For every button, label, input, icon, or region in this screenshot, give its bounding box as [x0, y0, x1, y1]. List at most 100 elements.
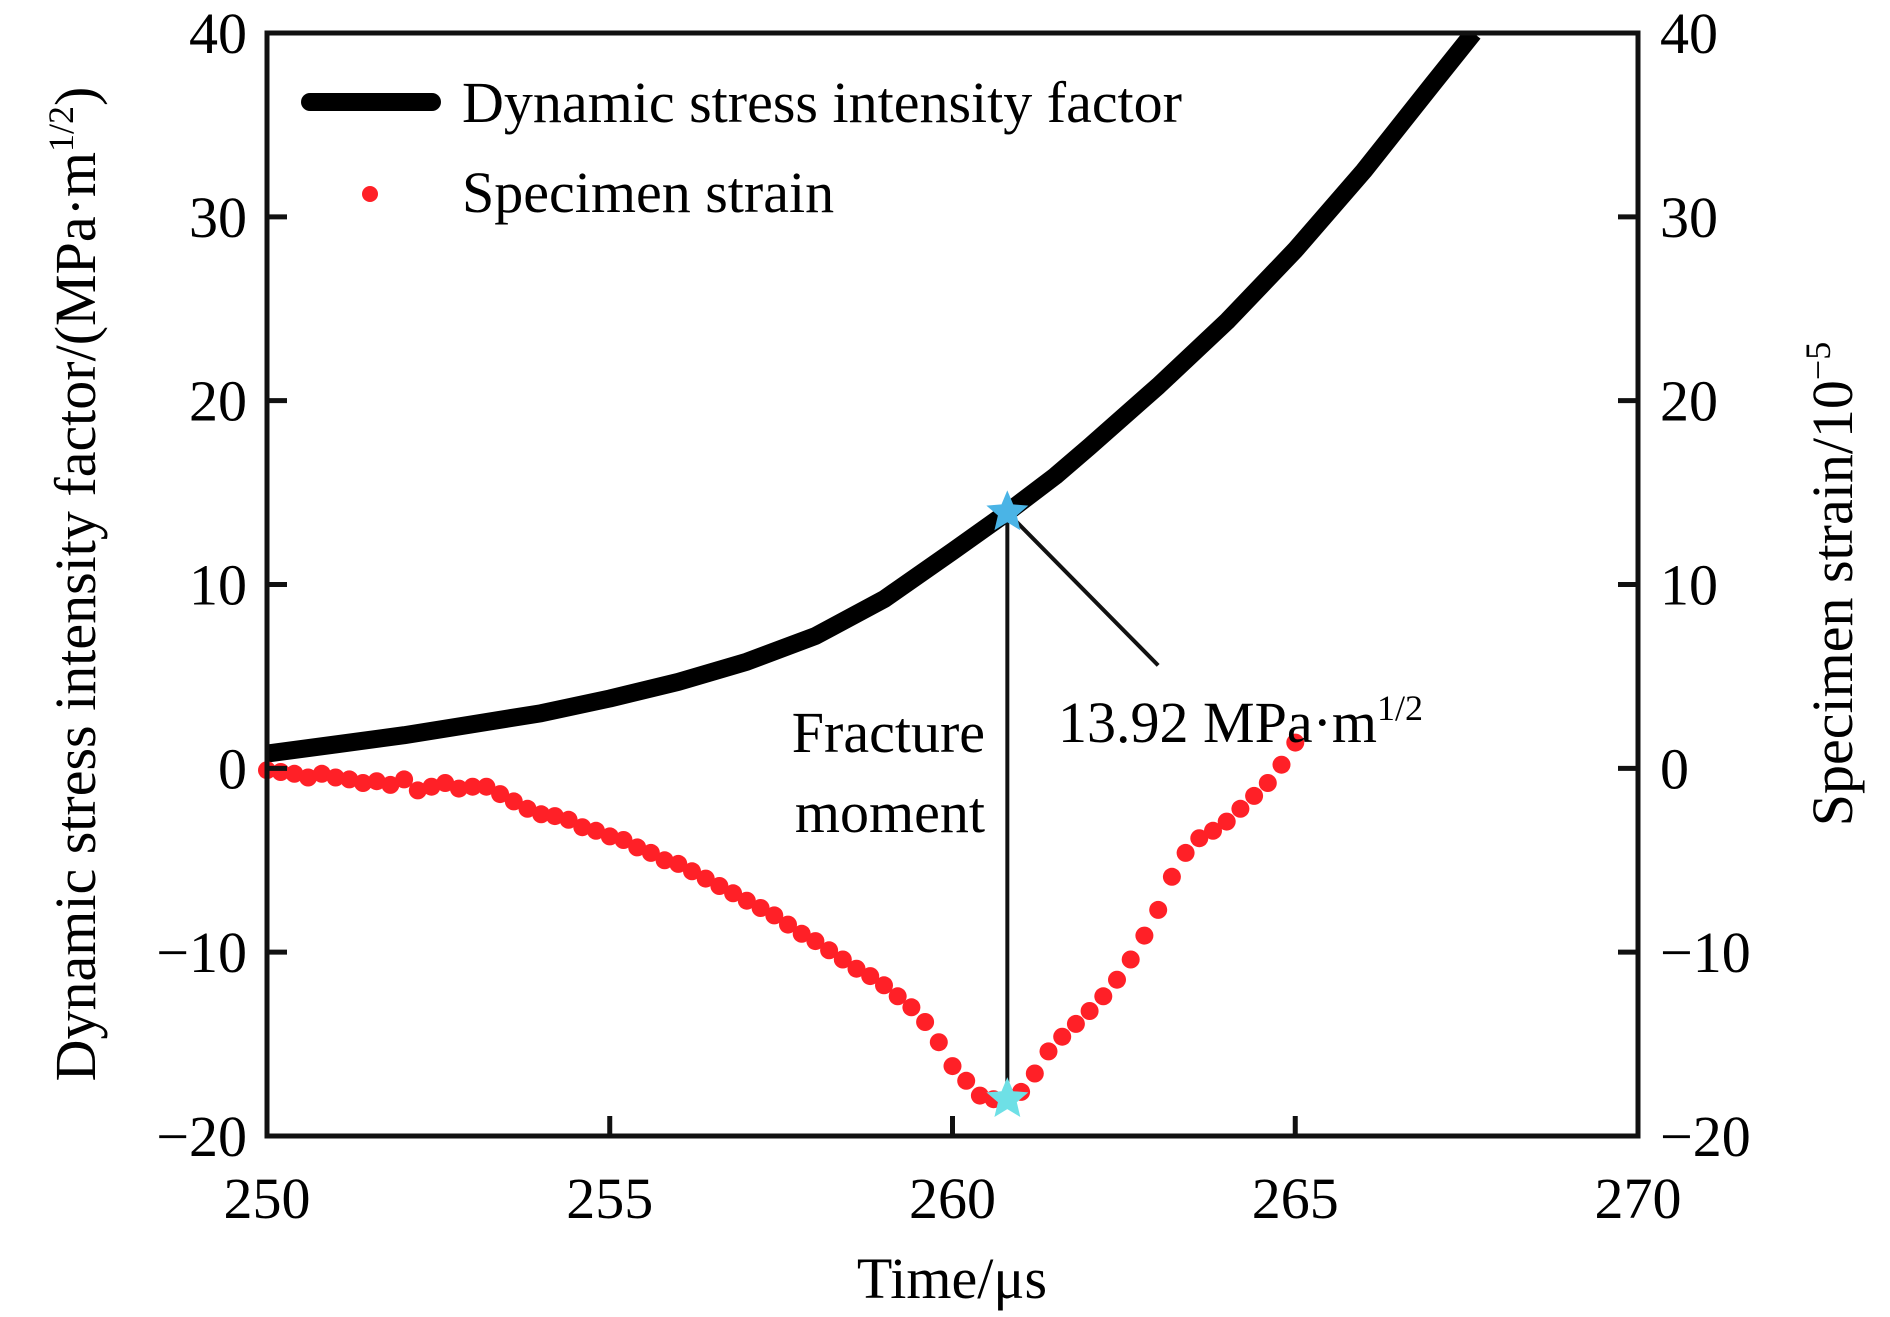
y-right-title-main: Specimen strain/10 [1800, 380, 1865, 826]
legend-swatch-strain [362, 186, 378, 202]
ksi-series-line [267, 33, 1481, 763]
strain-point [1094, 987, 1113, 1006]
y-left-tick-label: 10 [189, 553, 247, 618]
strain-point [395, 770, 414, 789]
strain-point [545, 807, 564, 826]
strain-point [888, 987, 907, 1006]
strain-point [669, 854, 688, 873]
strain-point [970, 1086, 989, 1105]
strain-point [1080, 1002, 1099, 1020]
y-left-title-main: Dynamic stress intensity factor/(MPa·m [43, 152, 108, 1081]
strain-point [1149, 900, 1168, 919]
strain-point [724, 884, 743, 903]
x-axis-title: Time/μs [857, 1246, 1047, 1311]
legend: Dynamic stress intensity factor Specimen… [301, 70, 1182, 225]
y-left-title-sup: 1/2 [41, 106, 81, 152]
strain-point [1272, 755, 1291, 774]
y-axis-right-title: Specimen strain/10−5 [1798, 342, 1865, 827]
strain-point [614, 831, 633, 849]
y-right-tick-label: 20 [1660, 369, 1718, 434]
strain-point [1121, 950, 1140, 969]
y-left-title-close: ) [43, 87, 108, 106]
strain-point [751, 899, 770, 917]
strain-point [1025, 1064, 1044, 1083]
strain-point [710, 877, 729, 895]
x-tick-label: 260 [909, 1166, 996, 1231]
strain-point [340, 770, 359, 789]
strain-point [600, 827, 619, 846]
strain-point [683, 862, 701, 881]
y-axis-left-title: Dynamic stress intensity factor/(MPa·m1/… [41, 87, 108, 1082]
strain-point [354, 774, 372, 792]
strain-point [573, 818, 592, 837]
strain-point [957, 1071, 976, 1090]
strain-point [491, 785, 510, 804]
strain-point [1258, 774, 1277, 792]
strain-point [806, 932, 825, 951]
ksi-leader-line [1005, 511, 1160, 667]
strain-point [285, 764, 304, 783]
y-right-tick-label: −20 [1660, 1104, 1751, 1169]
strain-point [1066, 1014, 1085, 1033]
strain-point [381, 775, 400, 794]
strain-point [820, 941, 839, 960]
strain-point [779, 915, 797, 934]
strain-point [1245, 786, 1264, 805]
y-left-tick-label: 0 [218, 736, 247, 801]
strain-point [1053, 1027, 1072, 1046]
strain-point [1217, 812, 1236, 831]
fracture-moment-label-line2: moment [795, 780, 985, 845]
y-right-tick-label: 0 [1660, 736, 1689, 801]
strain-point [299, 768, 318, 787]
plot-content [258, 33, 1481, 1117]
strain-point [861, 967, 880, 986]
y-right-tick-label: 40 [1660, 1, 1718, 66]
strain-point [436, 774, 455, 792]
x-tick-label: 270 [1595, 1166, 1682, 1231]
ksi-value-main: 13.92 MPa·m [1058, 690, 1377, 755]
strain-point [504, 792, 523, 811]
y-right-tick-label: 30 [1660, 185, 1718, 250]
strain-point [765, 906, 784, 925]
strain-point [1108, 970, 1126, 989]
strain-point [1231, 799, 1250, 818]
strain-point [641, 843, 660, 862]
strain-point [737, 891, 756, 910]
strain-point [1135, 926, 1154, 945]
strain-point [792, 924, 811, 943]
strain-point [833, 950, 852, 969]
strain-point [902, 998, 921, 1017]
strain-point [943, 1057, 962, 1076]
strain-point [367, 772, 386, 791]
x-tick-label: 265 [1252, 1166, 1339, 1231]
strain-point [628, 838, 647, 857]
strain-point [875, 976, 893, 995]
strain-point [532, 805, 551, 824]
ksi-value-sup: 1/2 [1377, 688, 1423, 728]
strain-point [929, 1033, 948, 1052]
y-left-tick-label: −20 [156, 1104, 247, 1169]
fracture-moment-label-line1: Fracture [792, 700, 985, 765]
strain-point [559, 810, 578, 829]
fracture-ksi-star-icon [986, 490, 1029, 531]
strain-point [696, 869, 715, 888]
ksi-value-label: 13.92 MPa·m1/2 [1058, 688, 1423, 755]
y-left-tick-label: 40 [189, 1, 247, 66]
strain-point [847, 959, 866, 978]
strain-point [326, 768, 345, 787]
y-left-tick-label: −10 [156, 920, 247, 985]
x-tick-label: 255 [566, 1166, 653, 1231]
strain-point [1204, 821, 1222, 840]
strain-point [463, 777, 482, 796]
strain-point [655, 851, 674, 870]
strain-point [518, 799, 537, 818]
legend-label-strain: Specimen strain [462, 160, 834, 225]
y-left-tick-label: 30 [189, 185, 247, 250]
strain-point [449, 779, 468, 798]
strain-point [1176, 843, 1195, 862]
fracture-strain-star-icon [986, 1077, 1029, 1117]
y-left-tick-label: 20 [189, 369, 247, 434]
strain-point [1190, 829, 1209, 848]
